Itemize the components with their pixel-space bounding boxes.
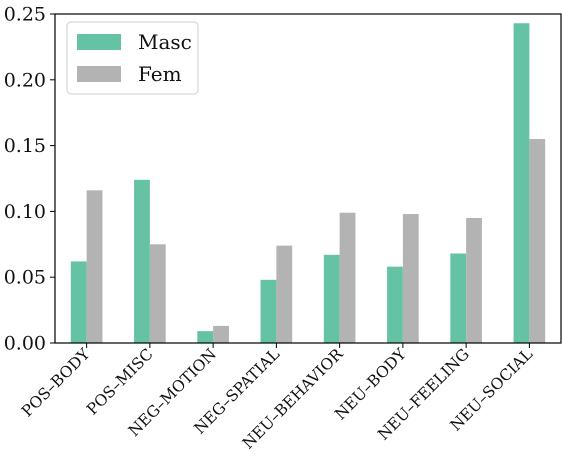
bar-fem-6 (466, 217, 482, 343)
bar-fem-2 (213, 325, 229, 343)
legend-label-fem: Fem (138, 62, 182, 86)
bar-fem-4 (339, 212, 356, 343)
y-tick-label: 0.15 (4, 135, 46, 157)
bars (70, 23, 546, 343)
y-tick-label: 0.20 (4, 69, 46, 91)
bar-fem-3 (276, 245, 293, 343)
y-tick-label: 0.05 (4, 267, 46, 289)
legend-label-masc: Masc (138, 30, 192, 54)
bar-masc-5 (387, 266, 403, 343)
legend-swatch-masc (77, 34, 121, 50)
y-tick-label: 0.25 (4, 4, 46, 26)
plot-frame (54, 13, 562, 344)
bar-fem-1 (149, 244, 166, 343)
bar-fem-5 (402, 214, 419, 343)
x-axis: POS–BODYPOS–MISCNEG–MOTIONNEG–SPATIALNEU… (18, 343, 536, 453)
legend: Masc Fem (66, 21, 199, 95)
x-tick-label: POS–BODY (18, 345, 94, 421)
bar-masc-1 (134, 179, 150, 343)
bar-masc-3 (260, 279, 277, 343)
bar-masc-2 (197, 331, 214, 343)
bar-masc-6 (450, 253, 467, 343)
bar-fem-0 (86, 190, 103, 343)
bar-masc-4 (323, 254, 340, 343)
bar-masc-0 (70, 261, 87, 343)
y-axis: 0.00 0.05 0.10 0.15 0.20 0.25 (4, 4, 55, 355)
y-tick-label: 0.00 (4, 333, 46, 355)
legend-swatch-fem (77, 66, 121, 82)
y-tick-label: 0.10 (4, 201, 46, 223)
bar-fem-7 (529, 139, 546, 343)
bar-masc-7 (513, 23, 530, 343)
